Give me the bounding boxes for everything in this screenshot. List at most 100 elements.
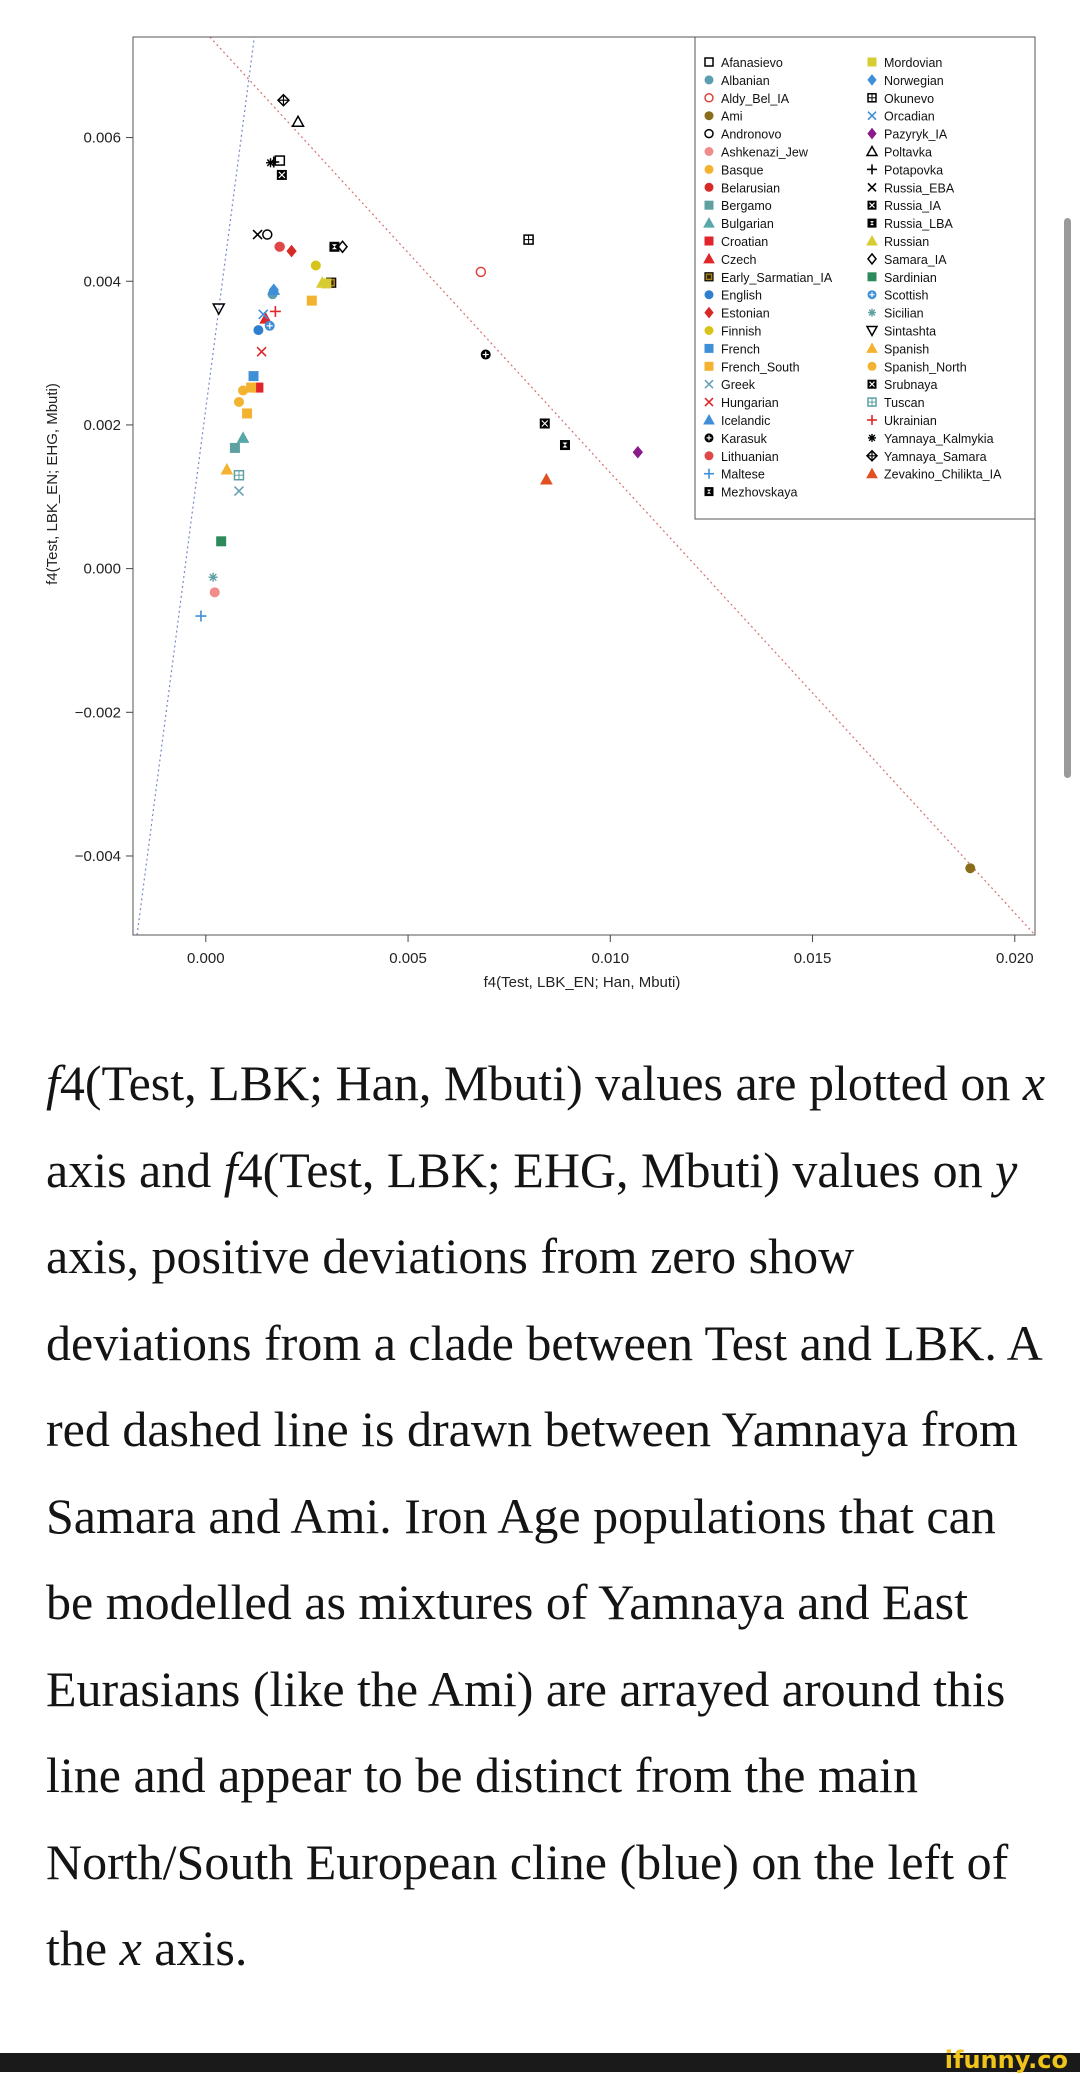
legend-label-icelandic: Icelandic [721,414,770,428]
caption-text-2: axis and [46,1141,224,1198]
legend-label-bulgarian: Bulgarian [721,217,774,231]
legend-label-spanish: Spanish [884,342,929,356]
legend-label-english: English [721,289,762,303]
legend-marker-bergamo [704,200,714,210]
legend-marker-yamnaya-kalmykia [868,433,876,442]
point-pazyryk-ia [632,445,643,459]
x-tick-label: 0.000 [187,950,225,967]
legend-marker-ukrainian [867,415,877,425]
reference-line-yamnaya-samara-to-ami-extended- [209,37,1035,935]
y-tick-label: 0.006 [83,130,121,147]
legend-label-ashkenazi-jew: Ashkenazi_Jew [721,146,809,160]
legend-marker-pazyryk-ia [867,127,877,140]
point-orcadian [258,309,269,320]
legend-marker-andronovo [704,128,714,139]
y-tick-label: 0.002 [83,417,121,434]
point-sintashta [211,303,226,316]
legend-marker-basque [704,164,714,174]
legend-label-russia-eba: Russia_EBA [884,181,955,195]
legend-label-potapovka: Potapovka [884,163,943,177]
legend-marker-yamnaya-samara [865,449,879,462]
y-tick-label: 0.000 [83,561,121,578]
legend-label-ami: Ami [721,110,743,124]
caption-x-italic-2: x [119,1920,142,1976]
legend-marker-spanish [866,342,878,353]
y-tick-label: −0.004 [75,848,121,865]
point-norwegian [268,283,279,297]
x-axis-label: f4(Test, LBK_EN; Han, Mbuti) [484,974,681,991]
legend-label-okunevo: Okunevo [884,92,934,106]
point-zevakino-chilikta-ia [540,472,553,485]
point-english [253,325,264,336]
legend-marker-russia-lba [867,218,877,228]
legend-marker-early-sarmatian-ia [704,272,714,282]
reference-line-north-south-european-cline [136,37,255,935]
legend-marker-hungarian [704,397,714,407]
legend-label-afanasievo: Afanasievo [721,56,783,70]
point-samara-ia [337,240,348,254]
y-tick-label: −0.002 [75,704,121,721]
legend-label-czech: Czech [721,253,756,267]
chart-legend: Afanasievo Albanian Aldy_Bel_IA Ami Andronov… [694,36,1036,520]
legend-label-scottish: Scottish [884,289,929,303]
legend-label-russia-ia: Russia_IA [884,199,942,213]
scatter-chart: 0.000 0.005 0.010 0.015 0.020 −0.004 −0.002 0.… [44,36,1036,991]
point-srubnaya [276,169,287,180]
point-okunevo [523,234,534,245]
legend-label-srubnaya: Srubnaya [884,378,938,392]
legend-marker-poltavka [865,144,879,157]
point-sicilian [208,572,218,582]
legend-marker-okunevo [867,93,877,103]
x-tick-label: 0.020 [996,950,1034,967]
legend-label-bergamo: Bergamo [721,199,772,213]
legend-marker-russia-eba [867,182,877,192]
point-lithuanian [274,241,285,252]
point-afanasievo [274,155,286,166]
legend-marker-french-south [704,361,714,371]
legend-label-ukrainian: Ukrainian [884,414,937,428]
point-ami [965,863,976,874]
legend-label-albanian: Albanian [721,74,770,88]
footer-bar [0,2053,1080,2072]
point-bulgarian [236,431,250,443]
caption-f-italic-2: f [223,1141,238,1198]
caption-f-italic: f [46,1055,60,1111]
point-russia-lba [559,440,570,451]
point-yamnaya-samara [276,93,291,107]
point-ukrainian [269,305,281,317]
point-hungarian [256,346,267,357]
caption-text-3: 4(Test, LBK; EHG, Mbuti) values on [237,1141,996,1198]
data-points [195,93,976,874]
point-andronovo [262,229,273,240]
legend-marker-croatian [704,236,714,246]
caption-text-1: 4(Test, LBK; Han, Mbuti) values are plot… [59,1055,1023,1111]
legend-marker-lithuanian [704,451,714,461]
legend-marker-sardinian [867,272,877,282]
point-ashkenazi-jew [209,587,220,598]
point-sardinian [216,536,227,547]
reference-lines [136,37,1035,935]
point-french-south [242,408,253,419]
legend-label-sintashta: Sintashta [884,325,936,339]
point-maltese [195,610,207,622]
legend-marker-scottish [867,290,877,300]
ifunny-watermark: ifunny.co [944,2046,1068,2074]
legend-marker-orcadian [867,111,877,121]
x-tick-label: 0.010 [592,950,630,967]
legend-label-early-sarmatian-ia: Early_Sarmatian_IA [721,271,833,285]
legend-label-norwegian: Norwegian [884,74,944,88]
legend-marker-sintashta [865,325,879,338]
caption-y-italic: y [995,1141,1018,1198]
legend-marker-icelandic [703,413,715,425]
caption-text-5: axis. [141,1920,248,1976]
point-yamnaya-kalmykia [266,158,276,168]
vertical-scrollbar[interactable] [1064,218,1071,778]
y-axis-ticks: −0.004 −0.002 0.000 0.002 0.004 0.006 [75,130,133,865]
x-axis-ticks: 0.000 0.005 0.010 0.015 0.020 [187,935,1034,967]
legend-marker-russia-ia [867,200,877,210]
caption-x-italic: x [1022,1055,1046,1111]
legend-label-sardinian: Sardinian [884,271,937,285]
y-axis-label: f4(Test, LBK_EN; EHG, Mbuti) [44,383,61,585]
legend-marker-russian [866,234,878,246]
legend-marker-greek [704,379,714,389]
